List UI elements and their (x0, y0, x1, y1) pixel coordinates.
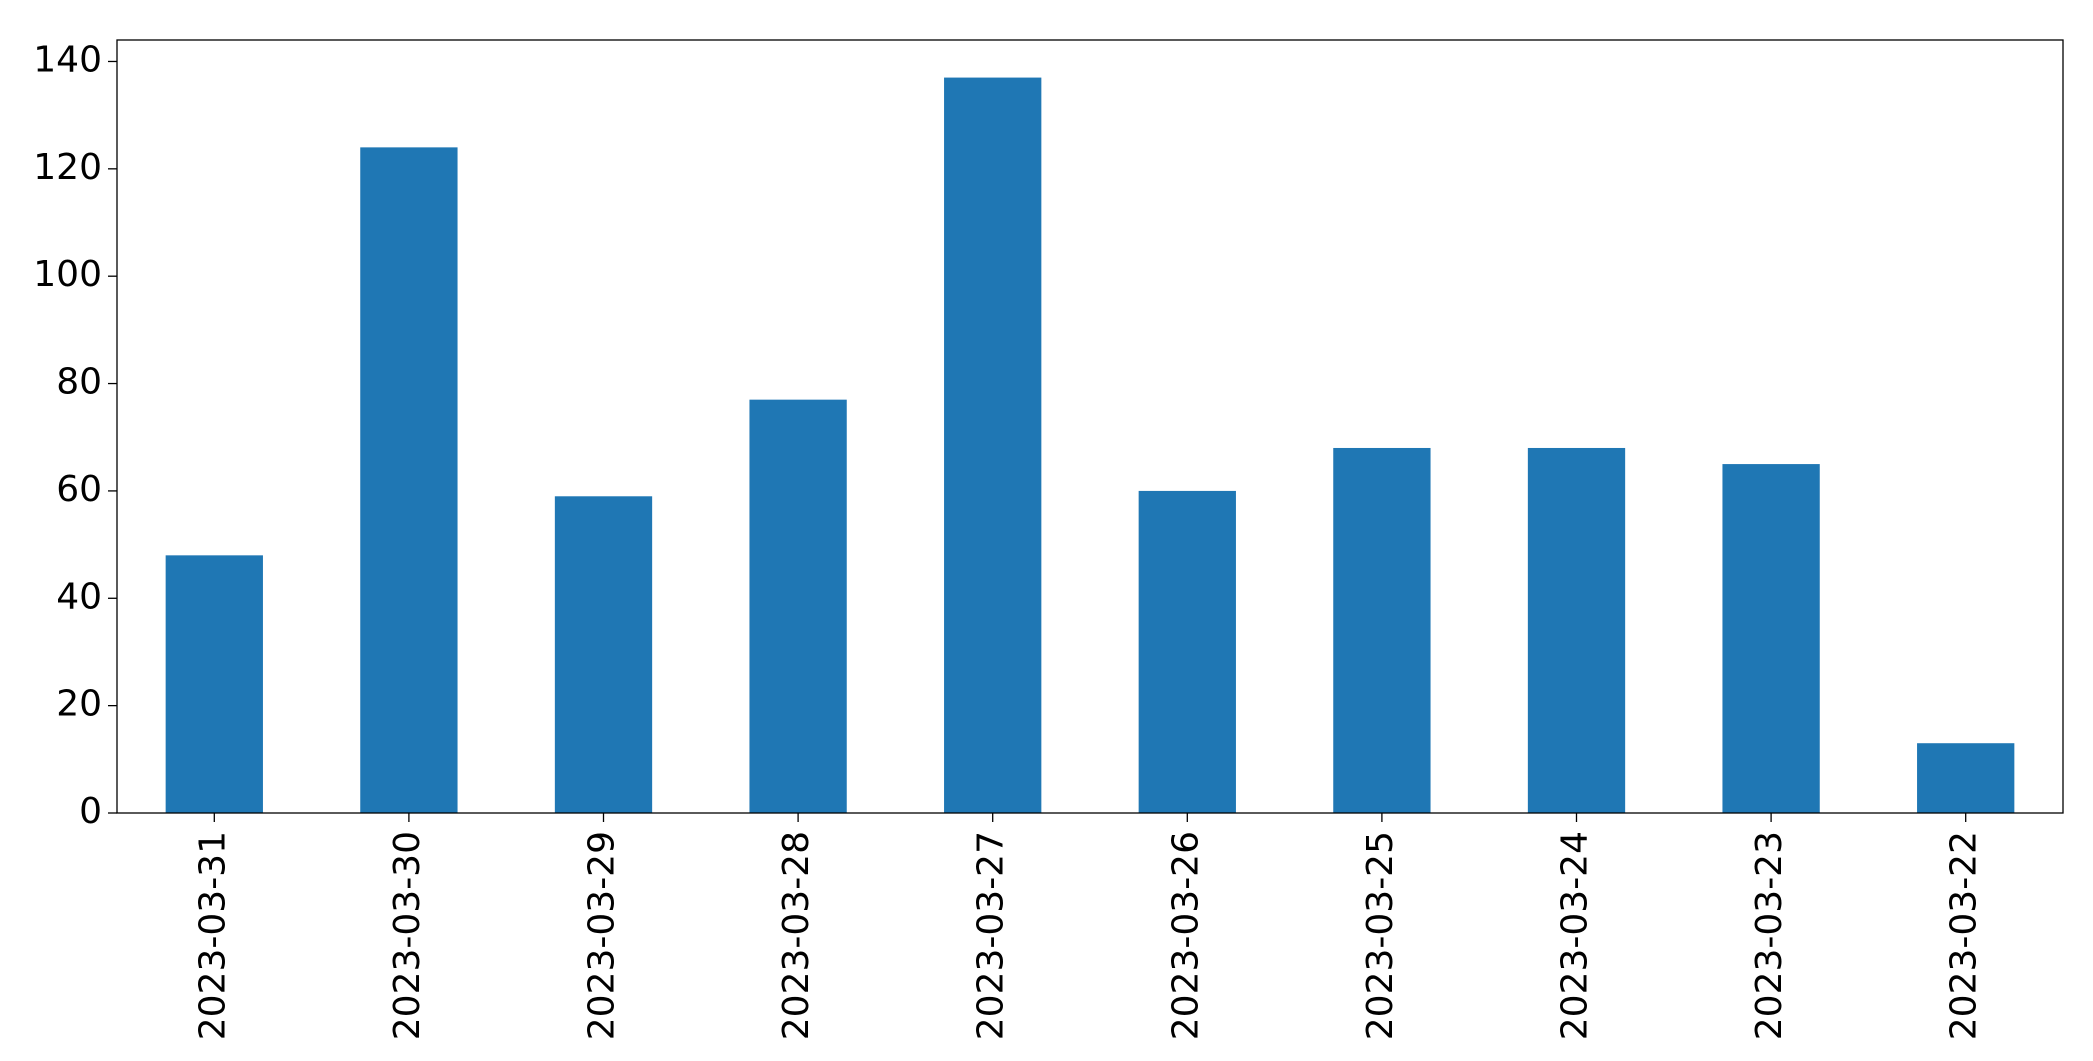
y-tick-label: 140 (33, 39, 102, 80)
x-tick-label: 2023-03-27 (971, 831, 1012, 1040)
x-tick-label: 2023-03-29 (582, 831, 623, 1040)
bar (1138, 490, 1236, 813)
x-tick-label: 2023-03-30 (387, 831, 428, 1040)
bar (1917, 743, 2015, 813)
plot-frame (116, 39, 2064, 814)
bar (944, 77, 1042, 813)
x-tick-label: 2023-03-26 (1165, 831, 1206, 1040)
bar (1527, 447, 1626, 813)
x-tick-label: 2023-03-24 (1555, 831, 1596, 1040)
x-tick-label: 2023-03-28 (776, 831, 817, 1040)
x-tick-label: 2023-03-23 (1749, 831, 1790, 1040)
x-tick-label: 2023-03-25 (1360, 831, 1401, 1040)
bar (360, 147, 458, 814)
y-tick-label: 20 (56, 684, 102, 725)
bar (749, 399, 847, 813)
bar (554, 496, 653, 813)
bar (1722, 464, 1820, 813)
x-tick-label: 2023-03-22 (1944, 831, 1985, 1040)
y-tick-label: 60 (56, 469, 102, 510)
x-tick-label: 2023-03-31 (192, 831, 233, 1040)
bar (165, 555, 263, 813)
y-tick-label: 120 (33, 147, 102, 188)
y-tick-label: 100 (33, 254, 102, 295)
y-tick-label: 0 (79, 791, 102, 832)
y-tick-label: 80 (56, 362, 102, 403)
y-tick-label: 40 (56, 576, 102, 617)
bar (1333, 447, 1431, 813)
